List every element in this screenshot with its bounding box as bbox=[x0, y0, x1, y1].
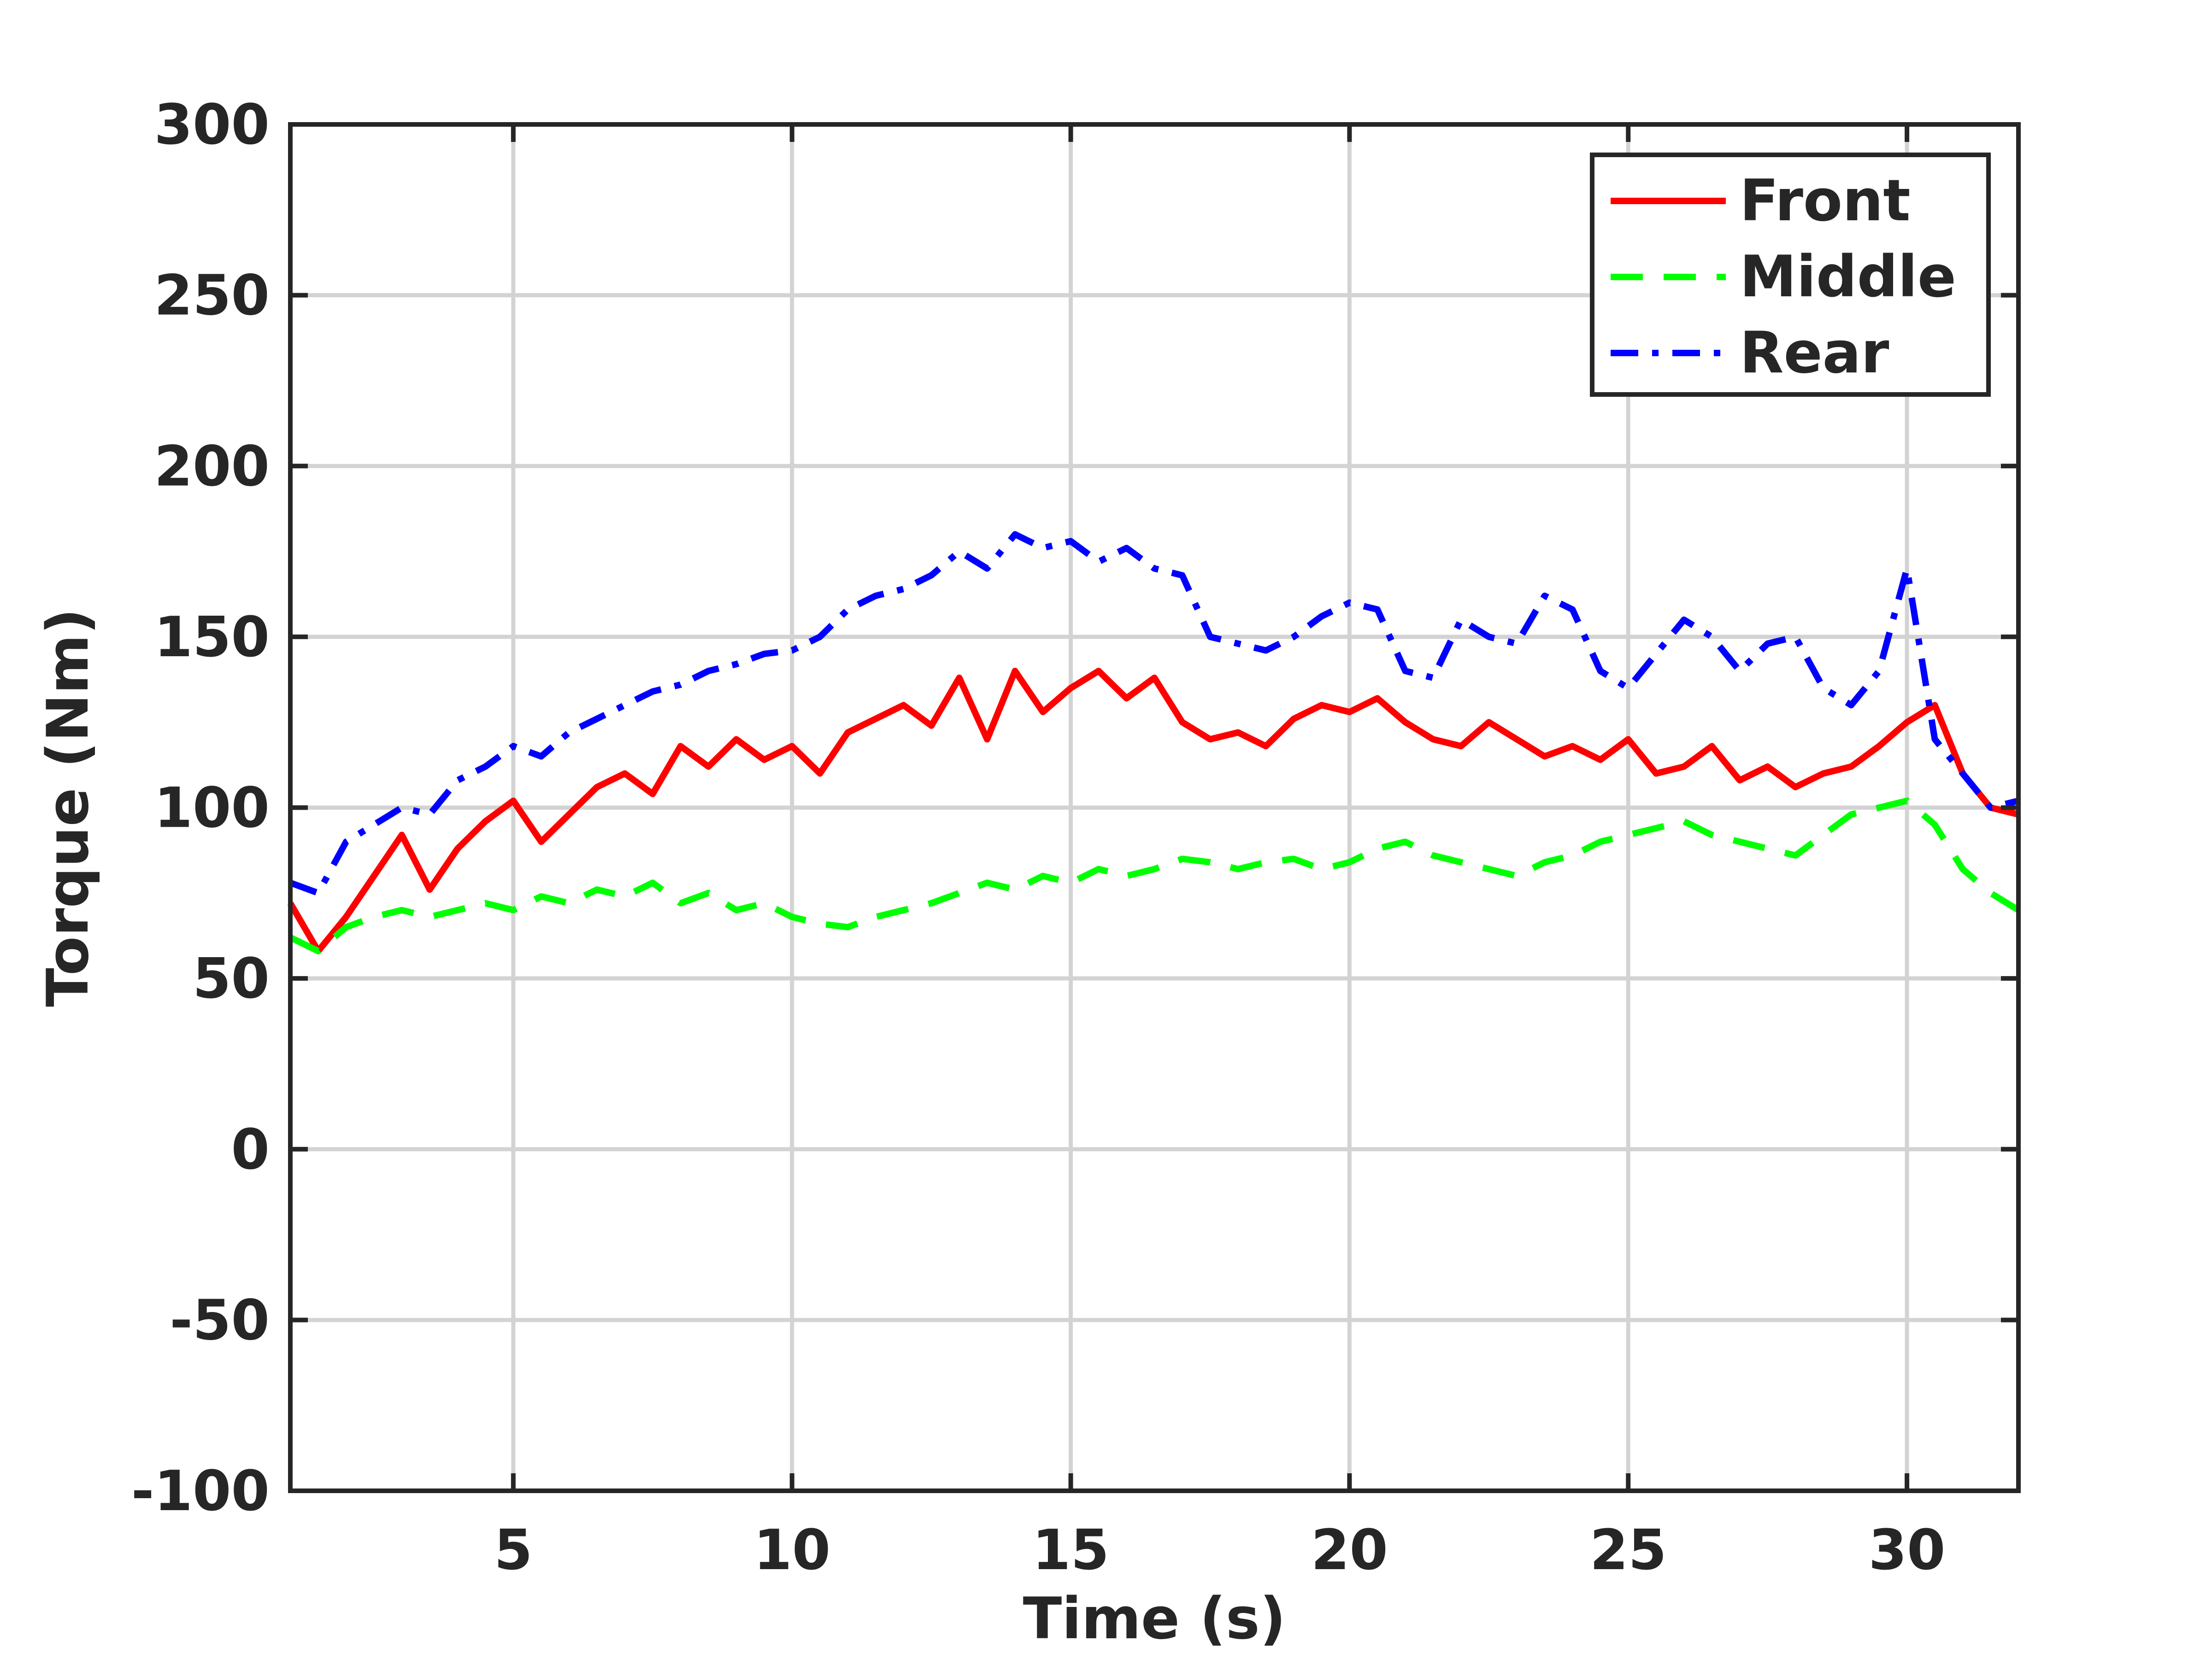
x-tick-label: 15 bbox=[1032, 1518, 1109, 1583]
y-tick-label: 0 bbox=[231, 1118, 270, 1182]
series-line-rear bbox=[289, 531, 2019, 896]
series-line-front bbox=[287, 668, 2019, 954]
legend-label-middle: Middle bbox=[1740, 244, 1956, 310]
y-tick-label: -100 bbox=[131, 1459, 270, 1524]
x-tick-label: 10 bbox=[753, 1518, 830, 1583]
y-tick-label: 150 bbox=[154, 606, 270, 670]
y-tick-label: 250 bbox=[154, 264, 270, 328]
legend: Front Middle Rear bbox=[1590, 153, 1991, 397]
x-axis-label: Time (s) bbox=[1023, 1586, 1286, 1652]
y-tick-label: 300 bbox=[154, 93, 270, 157]
y-tick-labels: -100 -50 0 50 100 150 200 250 300 bbox=[131, 93, 270, 1524]
y-axis-label: Torque (Nm) bbox=[35, 608, 101, 1007]
y-tick-label: 50 bbox=[193, 947, 270, 1011]
series-line-middle bbox=[288, 797, 2020, 954]
axis-ticks bbox=[290, 122, 2018, 1493]
legend-label-front: Front bbox=[1740, 168, 1911, 234]
y-tick-label: 200 bbox=[154, 435, 270, 499]
x-tick-label: 20 bbox=[1311, 1518, 1388, 1583]
x-tick-label: 25 bbox=[1590, 1518, 1667, 1583]
x-tick-labels: 5 10 15 20 25 30 bbox=[494, 1518, 1945, 1583]
legend-label-rear: Rear bbox=[1740, 320, 1889, 386]
y-tick-label: -50 bbox=[170, 1288, 270, 1353]
x-tick-label: 30 bbox=[1869, 1518, 1946, 1583]
series-lines bbox=[287, 531, 2020, 954]
y-tick-label: 100 bbox=[154, 777, 270, 841]
x-tick-label: 5 bbox=[494, 1518, 533, 1583]
